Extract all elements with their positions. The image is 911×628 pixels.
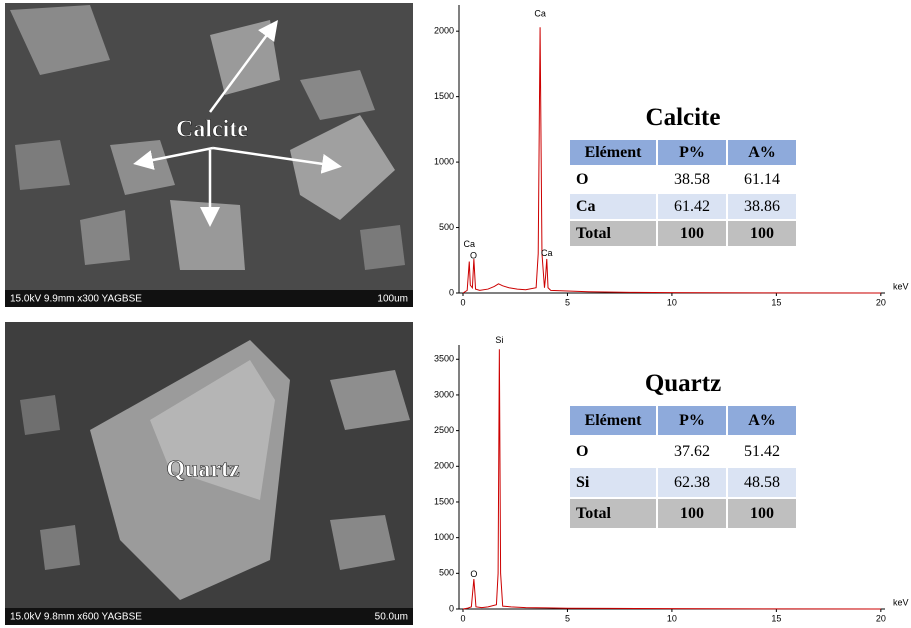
table-cell: Total (570, 499, 656, 528)
x-unit: keV (893, 597, 909, 607)
spectrum-line (462, 27, 881, 294)
y-tick-label: 1500 (434, 496, 454, 506)
table-row: Si 62.38 48.58 (570, 468, 796, 497)
y-tick-label: 3000 (434, 389, 454, 399)
table-cell: 61.14 (728, 167, 796, 192)
x-tick-label: 0 (460, 613, 465, 623)
table-row: Total 100 100 (570, 499, 796, 528)
y-tick-label: 500 (439, 568, 454, 578)
y-tick-label: 2000 (434, 461, 454, 471)
y-tick-label: 2500 (434, 425, 454, 435)
y-tick-label: 500 (439, 222, 454, 232)
x-tick-label: 0 (460, 297, 465, 307)
image-scale: 100um (377, 294, 408, 305)
table-row: Elément P% A% (570, 406, 796, 435)
table-cell: O (570, 167, 656, 192)
table: Elément P% A% O 38.58 61.14 Ca 61.42 38.86 Total 1… (568, 138, 798, 248)
table-cell: 51.42 (728, 437, 796, 466)
table-row: O 37.62 51.42 (570, 437, 796, 466)
peak-label: O (470, 569, 477, 579)
table-cell: P% (658, 406, 726, 435)
x-tick-label: 15 (771, 613, 781, 623)
x-tick-label: 15 (771, 297, 781, 307)
x-tick-label: 10 (667, 613, 677, 623)
table-row: Elément P% A% (570, 140, 796, 165)
table-cell: Elément (570, 406, 656, 435)
table-cell: 100 (658, 221, 726, 246)
peak-label: O (470, 251, 477, 261)
y-tick-label: 1000 (434, 532, 454, 542)
y-tick-label: 0 (449, 287, 454, 297)
y-tick-label: 3500 (434, 354, 454, 364)
x-tick-label: 20 (876, 297, 886, 307)
sem-image-quartz: Quartz 15.0kV 9.8mm x600 YAGBSE 50.0um (5, 322, 413, 625)
composition-table: Quartz Elément P% A% O 37.62 51.42 Si 62.38 48.58… (568, 370, 798, 530)
table-title: Quartz (644, 370, 722, 397)
peak-label: Ca (541, 248, 553, 258)
y-tick-label: 2000 (434, 26, 454, 36)
table-cell: O (570, 437, 656, 466)
x-tick-label: 5 (565, 297, 570, 307)
table-cell: A% (728, 406, 796, 435)
table-cell: 62.38 (658, 468, 726, 497)
table-row: Total 100 100 (570, 221, 796, 246)
table-cell: 100 (728, 499, 796, 528)
x-tick-label: 5 (565, 613, 570, 623)
x-tick-label: 20 (876, 613, 886, 623)
image-caption: 15.0kV 9.8mm x600 YAGBSE (10, 612, 142, 623)
table-cell: 38.86 (728, 194, 796, 219)
table-cell: 48.58 (728, 468, 796, 497)
y-tick-label: 1500 (434, 91, 454, 101)
table-row: O 38.58 61.14 (570, 167, 796, 192)
table-cell: P% (658, 140, 726, 165)
table-cell: Si (570, 468, 656, 497)
image-scale: 50.0um (375, 612, 408, 623)
table-cell: 37.62 (658, 437, 726, 466)
table-cell: 100 (658, 499, 726, 528)
table-cell: Elément (570, 140, 656, 165)
x-tick-label: 10 (667, 297, 677, 307)
table-title: Calcite (645, 104, 721, 131)
table-cell: 38.58 (658, 167, 726, 192)
y-tick-label: 1000 (434, 156, 454, 166)
table-cell: 100 (728, 221, 796, 246)
image-label: Calcite (176, 117, 248, 143)
image-label: Quartz (166, 457, 240, 483)
sem-image-calcite: Calcite 15.0kV 9.9mm x300 YAGBSE 100um (5, 3, 413, 307)
spectrum-line (462, 349, 881, 610)
table: Elément P% A% O 37.62 51.42 Si 62.38 48.58 Total 1… (568, 404, 798, 530)
peak-label: Si (495, 335, 503, 345)
peak-label: Ca (534, 9, 546, 19)
table-row: Ca 61.42 38.86 (570, 194, 796, 219)
peak-label: Ca (464, 239, 476, 249)
table-cell: 61.42 (658, 194, 726, 219)
table-cell: Ca (570, 194, 656, 219)
image-caption: 15.0kV 9.9mm x300 YAGBSE (10, 294, 142, 305)
x-unit: keV (893, 281, 909, 291)
y-tick-label: 0 (449, 603, 454, 613)
table-cell: Total (570, 221, 656, 246)
composition-table: Calcite Elément P% A% O 38.58 61.14 Ca 61.42 38.8… (568, 104, 798, 248)
table-cell: A% (728, 140, 796, 165)
